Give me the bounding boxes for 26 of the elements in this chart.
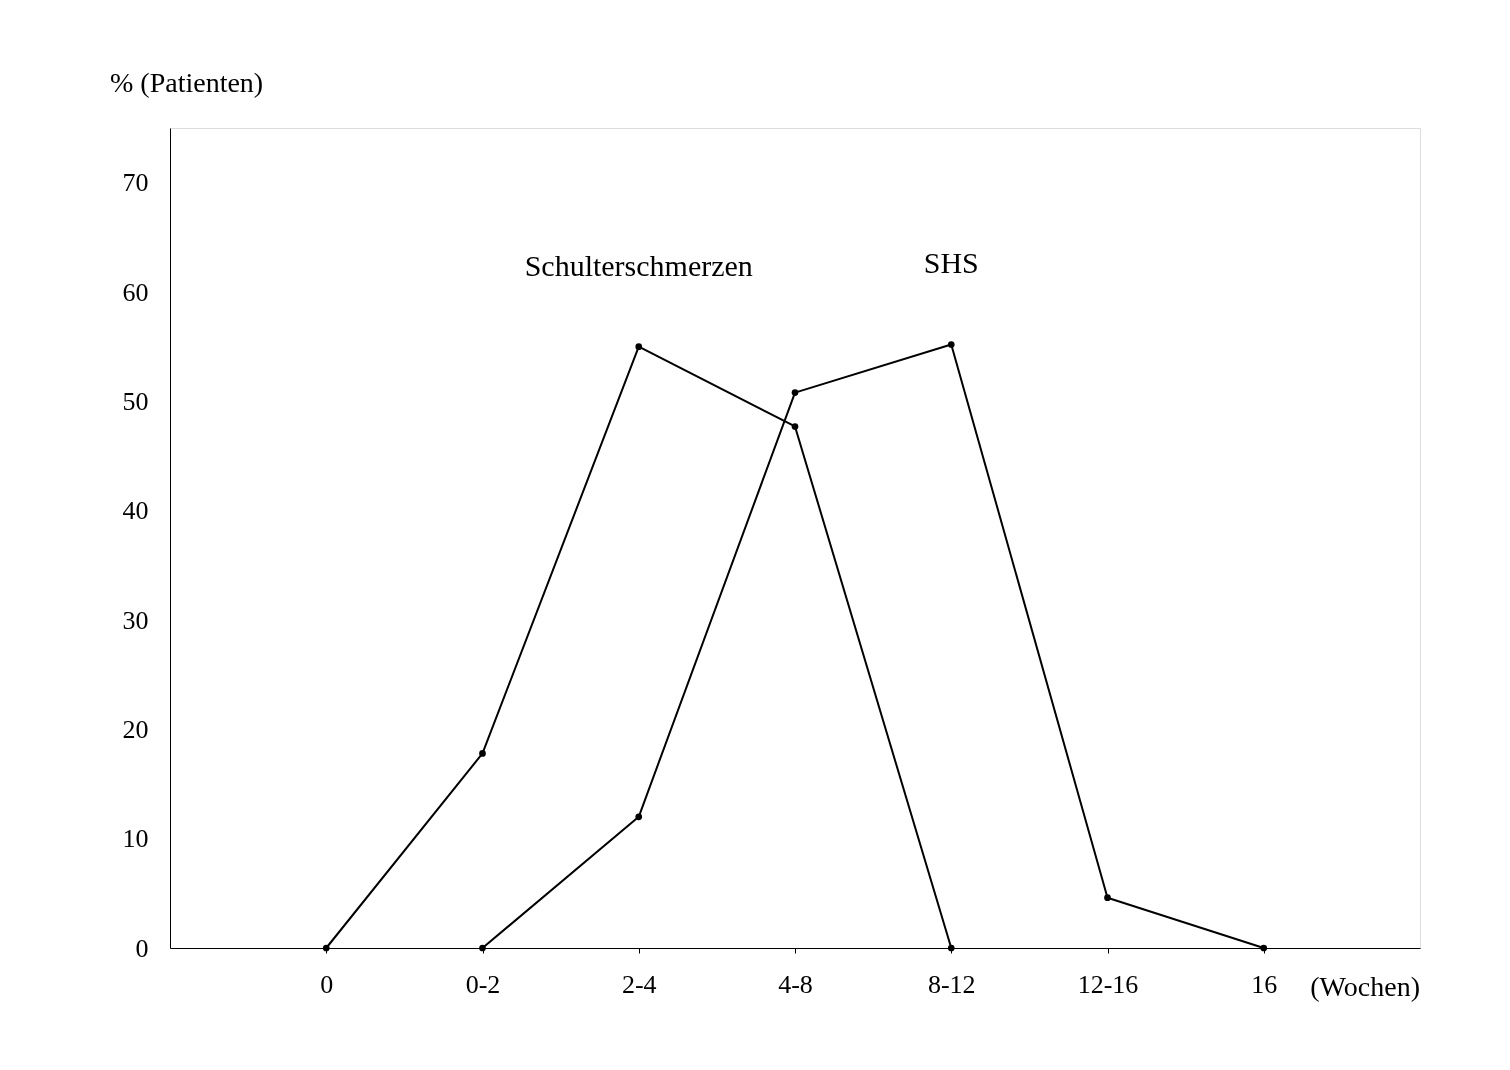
x-tick-label: 4-8 [778,969,813,999]
y-tick-label: 40 [122,496,149,526]
y-axis-title: % (Patienten) [110,67,264,98]
x-tick-label: 2-4 [621,969,657,999]
x-axis-title: (Wochen) [1310,971,1420,1002]
point [947,341,955,348]
y-tick-label: 10 [122,824,149,854]
x-tick-label: 0 [320,969,334,999]
text: Schulterschmerzen [524,248,753,282]
point [791,423,799,430]
point [1104,894,1111,902]
x-tick-label: 0-2 [465,969,501,999]
point [635,813,643,821]
x-tick-label: 8-12 [927,969,976,999]
x-tick-label: 16 [1251,969,1278,999]
y-tick-label: 60 [122,277,149,307]
point [635,343,643,351]
y-tick-label: 20 [122,714,149,744]
y-tick-label: 30 [122,605,149,635]
point [479,750,486,757]
point [791,389,799,396]
text: SHS [923,246,979,280]
y-tick-label: 0 [135,933,149,963]
y-tick-label: 70 [122,168,149,198]
y-tick-label: 50 [122,386,149,416]
x-tick-label: 12-16 [1077,969,1139,999]
